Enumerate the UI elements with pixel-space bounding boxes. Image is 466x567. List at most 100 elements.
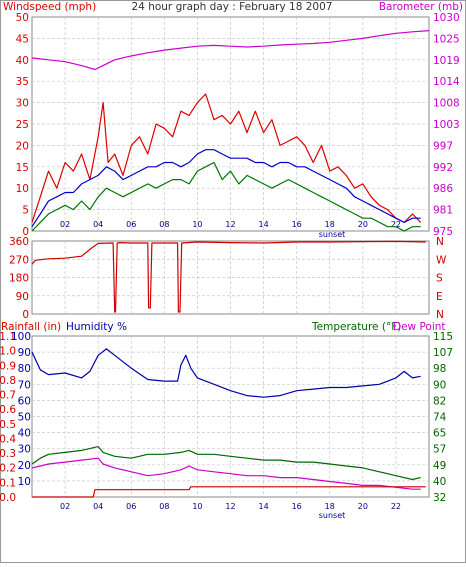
humidity-tick-label: 90 xyxy=(18,347,31,359)
windspeed-tick-label: 50 xyxy=(16,12,29,24)
panel3-humidity-ticks: 10 20 30 40 50 60 70 80 90 100 xyxy=(11,331,31,488)
panel1-time-tick-label: 06 xyxy=(126,220,136,229)
barometer-tick-label: 992 xyxy=(433,162,453,174)
windspeed-tick-label: 0 xyxy=(22,226,29,238)
direction-tick-label: 360 xyxy=(9,236,29,248)
barometer-tick-label: 1019 xyxy=(433,55,460,67)
panel3-time-tick-label: 18 xyxy=(325,502,335,511)
rainfall-tick-label: 0.5 xyxy=(0,419,16,431)
low-line xyxy=(31,161,421,232)
direction-tick-label: 180 xyxy=(9,273,29,285)
panel2-series xyxy=(31,240,426,313)
average-line xyxy=(31,149,421,228)
panel1-sunset-label: sunset xyxy=(319,230,346,239)
rainfall-tick-label: 0.2 xyxy=(0,463,16,475)
windspeed-tick-label: 30 xyxy=(16,98,29,110)
barometer-tick-label: 975 xyxy=(433,226,453,238)
barometer-tick-label: 997 xyxy=(433,140,453,152)
panel3-temperature-ticks: 32 40 49 57 65 74 82 90 98 107 115 xyxy=(433,331,453,504)
barometer-tick-label: 981 xyxy=(433,205,453,217)
humidity-axis-label: Humidity % xyxy=(66,321,127,333)
humidity-tick-label: 70 xyxy=(18,379,31,391)
panel1-time-tick-label: 02 xyxy=(60,220,70,229)
barometer-tick-label: 1030 xyxy=(433,12,460,24)
panel3-time-tick-label: 06 xyxy=(126,502,136,511)
barometer-mb-line xyxy=(31,30,430,71)
humidity-tick-label: 100 xyxy=(11,331,31,343)
panel3-sunset-label: sunset xyxy=(319,511,346,520)
compass-label: S xyxy=(436,273,443,285)
dew-point-line xyxy=(31,457,421,490)
rainfall-tick-label: 0.1 xyxy=(0,477,16,489)
panel1-time-tick-label: 22 xyxy=(391,220,401,229)
direction-tick-label: 270 xyxy=(9,254,29,266)
humidity-tick-label: 60 xyxy=(18,395,31,407)
humidity-tick-label: 80 xyxy=(18,363,31,375)
wind-direction-line xyxy=(31,240,426,313)
temperature-f-line xyxy=(31,446,421,481)
humidity-tick-label: 40 xyxy=(18,428,31,440)
panel3-series xyxy=(31,348,426,498)
humidity-tick-label: 50 xyxy=(18,412,31,424)
panel1-time-tick-label: 10 xyxy=(192,220,202,229)
panel3-time-tick-label: 04 xyxy=(93,502,103,511)
humidity-tick-label: 30 xyxy=(18,444,31,456)
windspeed-tick-label: 40 xyxy=(16,55,29,67)
panel1-barometer-ticks: 975 981 986 992 997 1003 1008 1014 1019 1025 1030 xyxy=(433,12,460,238)
humidity-tick-label: 20 xyxy=(18,460,31,472)
windspeed-tick-label: 15 xyxy=(16,162,29,174)
panel1-time-tick-label: 04 xyxy=(93,220,103,229)
panel3-time-ticks: 02 04 06 08 10 12 14 16 18 20 22 xyxy=(60,502,401,511)
temperature-tick-label: 40 xyxy=(433,476,446,488)
rainfall-axis-label: Rainfall (in) xyxy=(1,321,61,333)
temperature-tick-label: 107 xyxy=(433,347,453,359)
barometer-tick-label: 1003 xyxy=(433,119,460,131)
windspeed-tick-label: 5 xyxy=(22,205,29,217)
windspeed-tick-label: 25 xyxy=(16,119,29,131)
windspeed-axis-label: Windspeed (mph) xyxy=(3,1,96,13)
panel3-time-tick-label: 08 xyxy=(159,502,169,511)
panel1-time-tick-label: 14 xyxy=(258,220,268,229)
rainfall-tick-label: 0.0 xyxy=(0,492,16,504)
temperature-tick-label: 49 xyxy=(433,460,446,472)
temperature-tick-label: 98 xyxy=(433,363,446,375)
barometer-tick-label: 1008 xyxy=(433,98,460,110)
temperature-tick-label: 90 xyxy=(433,379,446,391)
temperature-tick-label: 57 xyxy=(433,444,446,456)
compass-label: E xyxy=(436,291,443,303)
direction-tick-label: 0 xyxy=(22,309,29,321)
rainfall-tick-label: 0.4 xyxy=(0,433,16,445)
rainfall-tick-label: 0.8 xyxy=(0,375,16,387)
panel3-time-tick-label: 10 xyxy=(192,502,202,511)
panel3-time-tick-label: 20 xyxy=(358,502,368,511)
barometer-axis-label: Barometer (mb) xyxy=(379,1,463,13)
rainfall-tick-label: 0.3 xyxy=(0,448,16,460)
panel3-grid xyxy=(32,336,429,497)
rainfall-in-line xyxy=(32,486,426,498)
temperature-tick-label: 82 xyxy=(433,395,446,407)
panel3-time-tick-label: 16 xyxy=(292,502,302,511)
compass-label: N xyxy=(436,236,444,248)
temperature-axis-label: Temperature (°F) xyxy=(311,321,401,333)
chart-title: 24 hour graph day : February 18 2007 xyxy=(132,1,333,13)
rainfall-tick-label: 0.7 xyxy=(0,390,16,402)
direction-tick-label: 90 xyxy=(16,291,29,303)
panel1-time-tick-label: 18 xyxy=(325,220,335,229)
temperature-tick-label: 32 xyxy=(433,492,446,504)
panel2-direction-ticks: 0 90 180 270 360 xyxy=(9,236,29,321)
compass-label: N xyxy=(436,309,444,321)
barometer-tick-label: 1014 xyxy=(433,76,460,88)
panel2-grid xyxy=(32,241,429,314)
panel1-series xyxy=(31,30,430,232)
panel1-time-ticks: 02 04 06 08 10 12 14 16 18 20 22 xyxy=(60,220,401,229)
rainfall-tick-label: 1.0 xyxy=(0,346,16,358)
panel1-time-tick-label: 08 xyxy=(159,220,169,229)
panel1-time-tick-label: 20 xyxy=(358,220,368,229)
humidity-tick-label: 10 xyxy=(18,476,31,488)
windspeed-tick-label: 35 xyxy=(16,76,29,88)
panel1-windspeed-ticks: 0 5 10 15 20 25 30 35 40 45 50 xyxy=(16,12,29,238)
